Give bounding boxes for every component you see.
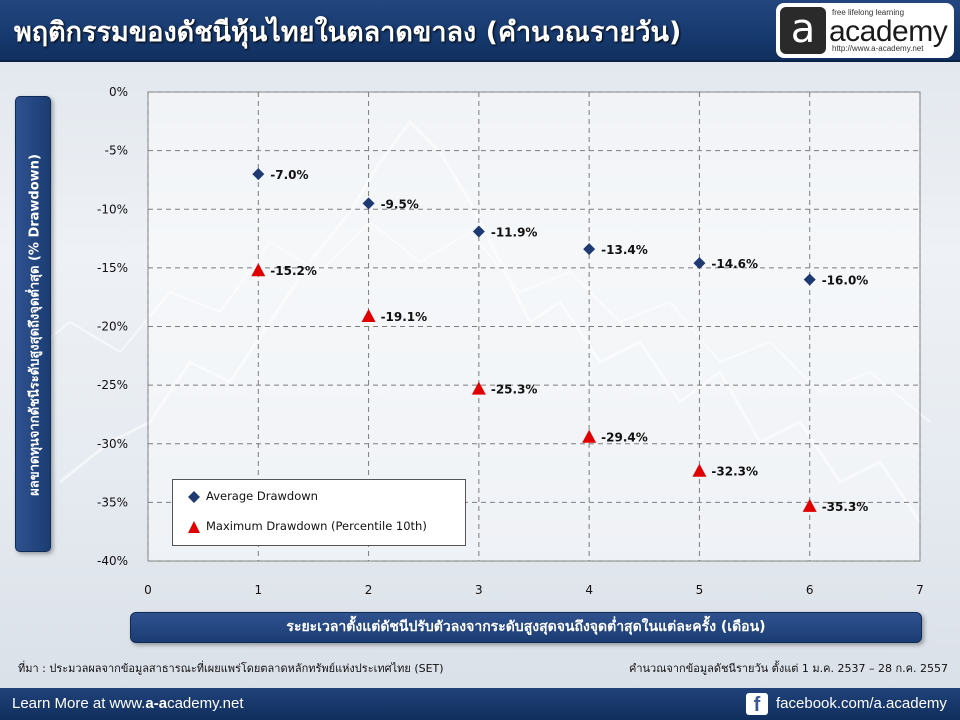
maximum-data-label: -15.2% (270, 264, 317, 278)
facebook-link[interactable]: facebook.com/a.academy (776, 695, 947, 712)
x-tick-label: 6 (806, 583, 814, 597)
average-point (362, 197, 375, 210)
learn-more-prefix: Learn More at www. (12, 695, 146, 712)
y-axis-title-box: ผลขาดทุนจากดัชนีระดับสูงสุดถึงจุดต่ำสุด … (15, 96, 51, 552)
maximum-point (802, 498, 817, 512)
header-bar: พฤติกรรมของดัชนีหุ้นไทยในตลาดขาลง (คำนวณ… (0, 0, 960, 62)
x-tick-label: 5 (696, 583, 704, 597)
maximum-data-label: -32.3% (711, 465, 758, 479)
average-point (583, 243, 596, 256)
y-tick-label: -10% (97, 202, 128, 216)
x-axis-title: ระยะเวลาตั้งแต่ดัชนีปรับตัวลงจากระดับสูง… (130, 612, 922, 643)
learn-more-suffix: cademy.net (167, 695, 244, 712)
logo-tagline: free lifelong learning (832, 8, 905, 17)
x-tick-label: 7 (916, 583, 924, 597)
x-tick-label: 4 (585, 583, 593, 597)
x-tick-label: 0 (144, 583, 152, 597)
average-data-label: -13.4% (601, 243, 648, 257)
footer-bar: Learn More at www.a-academy.net f facebo… (0, 688, 960, 720)
triangle-marker-icon (188, 521, 200, 533)
legend-label-maximum: Maximum Drawdown (Percentile 10th) (206, 519, 427, 533)
maximum-data-label: -19.1% (381, 310, 428, 324)
average-point (693, 257, 706, 270)
x-tick-label: 1 (254, 583, 262, 597)
average-data-label: -11.9% (491, 226, 538, 240)
period-note: คำนวณจากข้อมูลดัชนีรายวัน ตั้งแต่ 1 ม.ค.… (628, 662, 948, 675)
maximum-point (471, 381, 486, 395)
y-tick-label: -40% (97, 554, 128, 568)
y-axis-ticks: 0% -5% -10% -15% -20% -25% -30% -35% -40% (97, 85, 128, 568)
source-note: ที่มา : ประมวลผลจากข้อมูลสาธารณะที่เผยแพ… (18, 662, 444, 675)
learn-more-link[interactable]: Learn More at www.a-academy.net (12, 695, 244, 712)
average-data-label: -14.6% (711, 257, 758, 271)
academy-logo[interactable]: a free lifelong learning academy http://… (776, 3, 954, 58)
x-axis-ticks: 0 1 2 3 4 5 6 7 (144, 583, 924, 597)
logo-mark: a (780, 7, 826, 54)
maximum-data-label: -29.4% (601, 431, 648, 445)
y-tick-label: -30% (97, 437, 128, 451)
average-point (252, 168, 265, 181)
legend-label-average: Average Drawdown (206, 489, 318, 503)
chart-legend: Average Drawdown Maximum Drawdown (Perce… (172, 479, 466, 546)
data-marks (251, 168, 817, 512)
y-tick-label: -5% (105, 144, 128, 158)
data-labels: -7.0% -9.5% -11.9% -13.4% -14.6% -16.0% -15.2%… (270, 168, 868, 514)
logo-url: http://www.a-academy.net (832, 44, 924, 53)
facebook-icon[interactable]: f (746, 693, 768, 716)
average-point (803, 273, 816, 286)
learn-more-brand: a-a (145, 695, 168, 712)
y-tick-label: 0% (109, 85, 128, 99)
y-tick-label: -20% (97, 320, 128, 334)
maximum-point (361, 308, 376, 322)
y-tick-label: -35% (97, 495, 128, 509)
maximum-data-label: -25.3% (491, 383, 538, 397)
maximum-point (582, 429, 597, 443)
average-point (472, 225, 485, 238)
maximum-data-label: -35.3% (822, 500, 869, 514)
maximum-point (251, 263, 266, 277)
x-tick-label: 2 (365, 583, 373, 597)
maximum-point (692, 463, 707, 477)
diamond-marker-icon (188, 491, 200, 503)
x-tick-label: 3 (475, 583, 483, 597)
grid-lines (147, 91, 921, 562)
average-data-label: -7.0% (270, 168, 308, 182)
logo-wordmark: academy (829, 15, 948, 48)
average-data-label: -9.5% (381, 197, 419, 211)
page-title: พฤติกรรมของดัชนีหุ้นไทยในตลาดขาลง (คำนวณ… (14, 17, 682, 48)
average-data-label: -16.0% (822, 274, 869, 288)
y-tick-label: -15% (97, 261, 128, 275)
y-tick-label: -25% (97, 378, 128, 392)
